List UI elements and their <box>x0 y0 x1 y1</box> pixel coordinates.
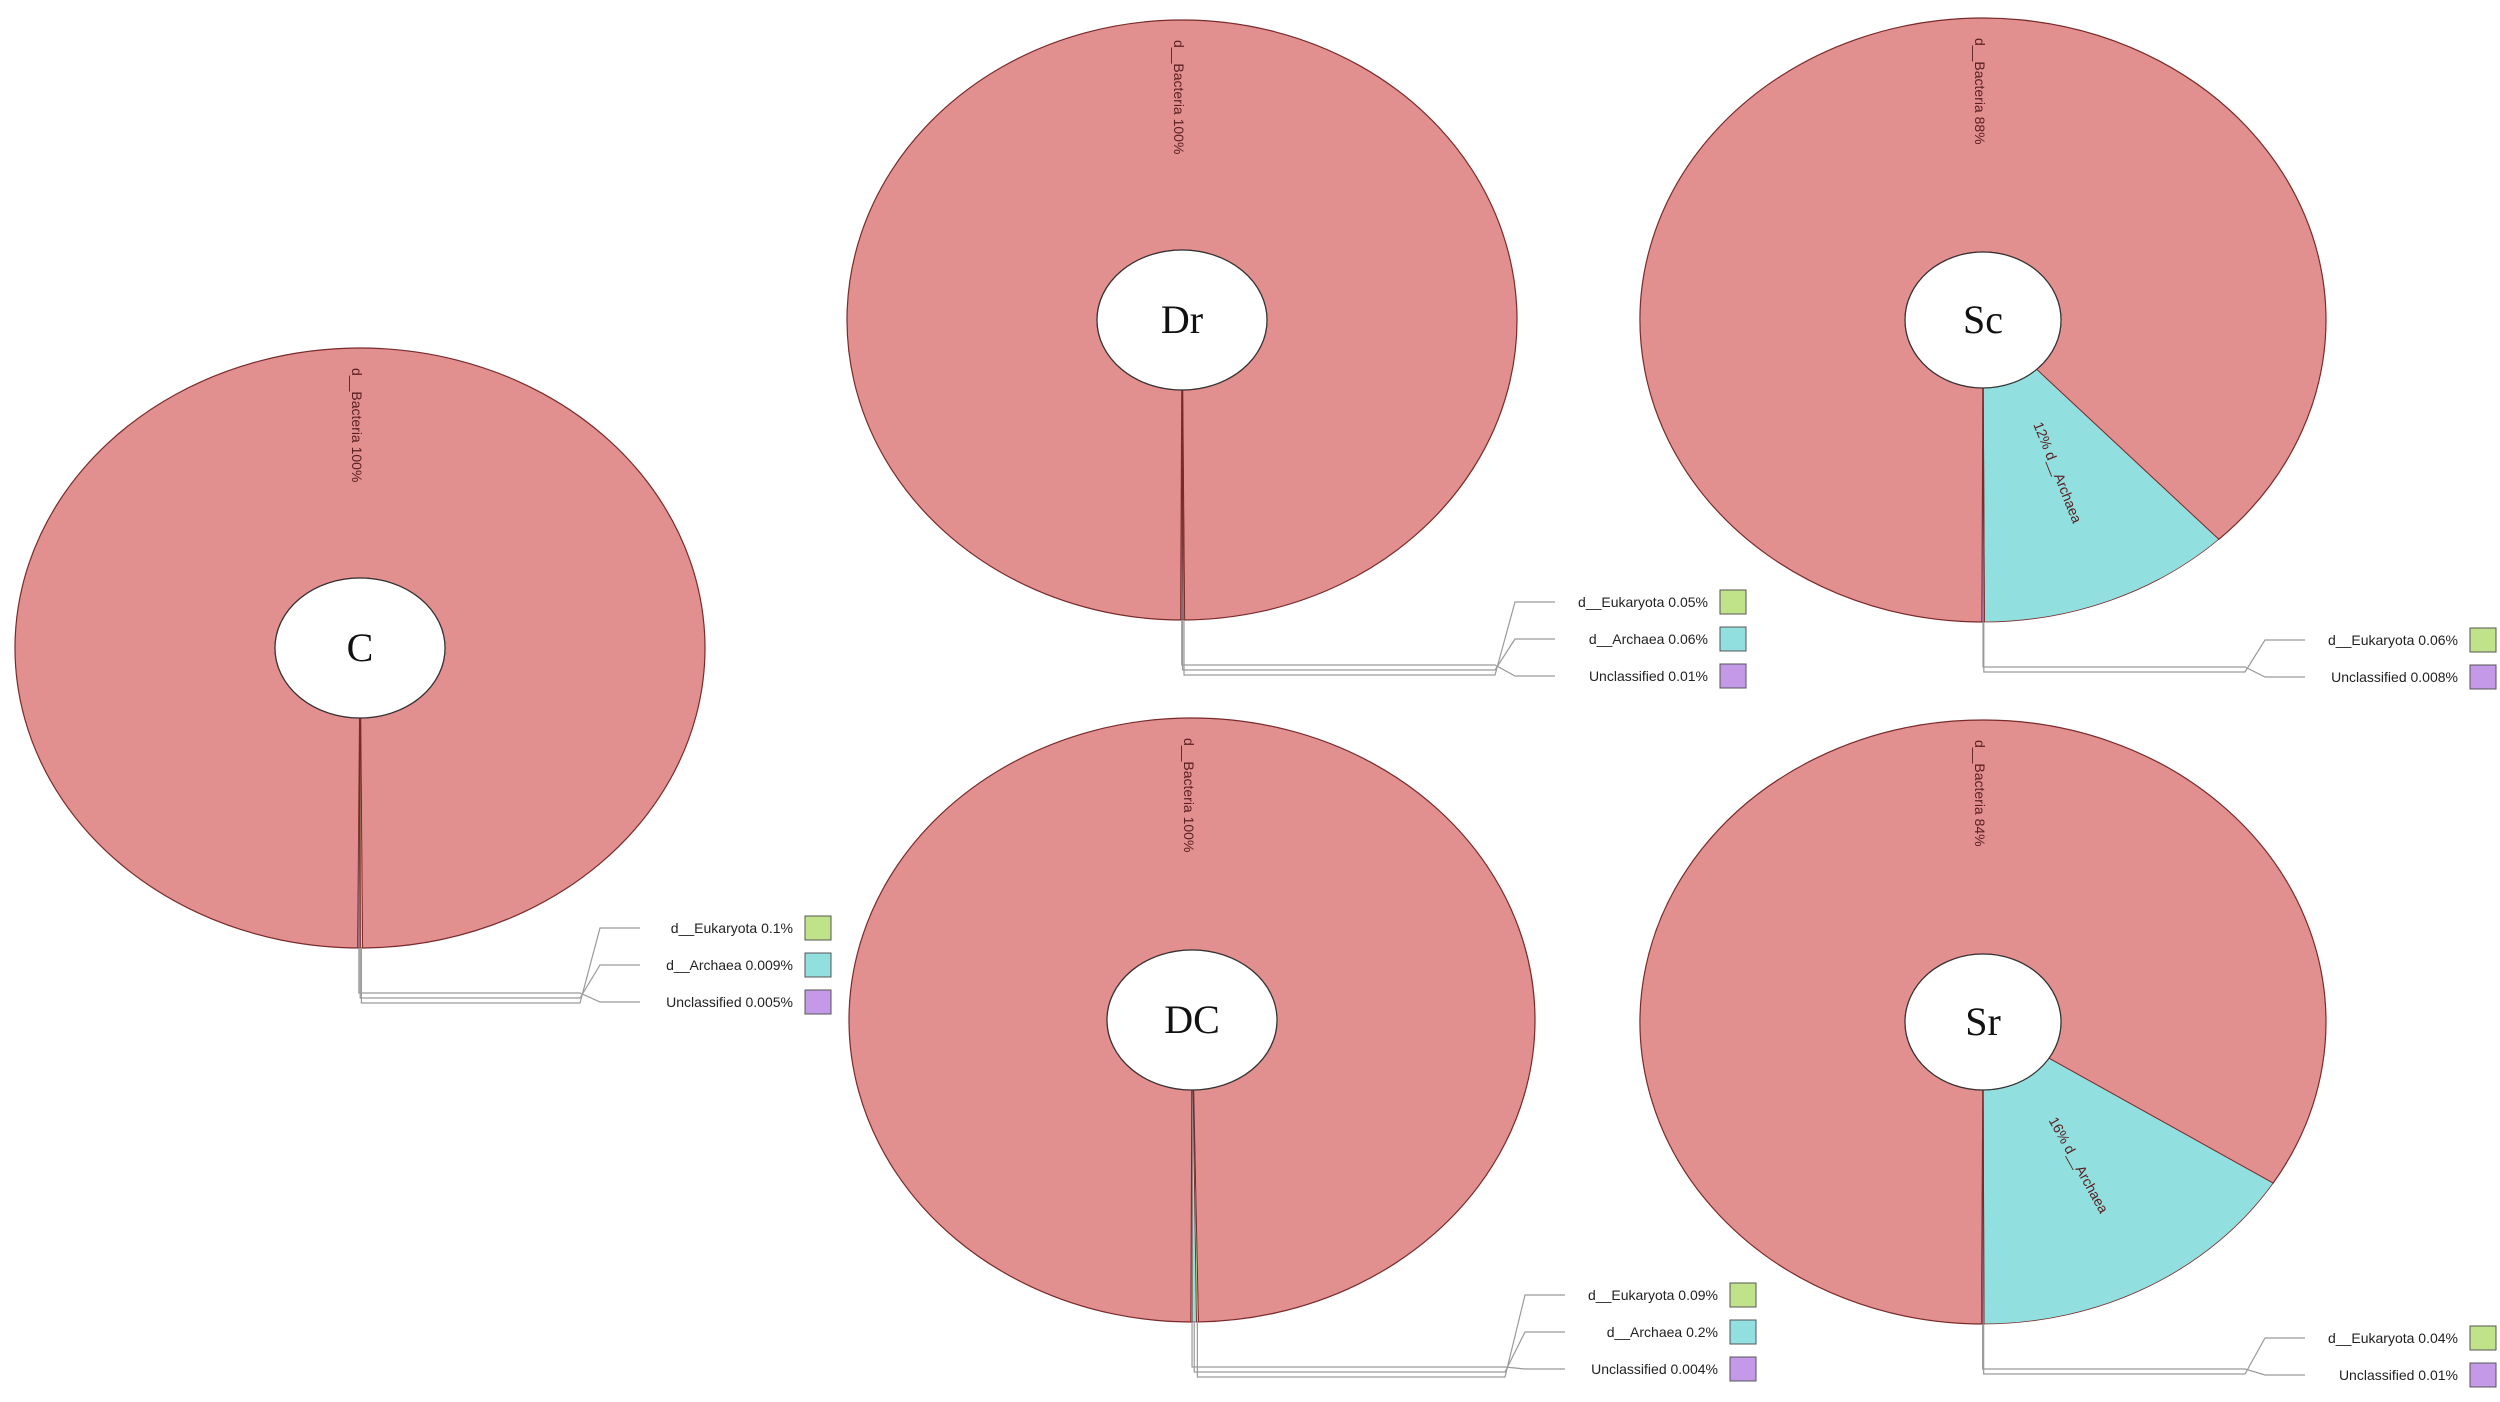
center-label: Sr <box>1965 999 2001 1044</box>
leader-line-d-archaea <box>359 948 640 999</box>
center-hole <box>1904 251 2062 389</box>
legend-text-d-eukaryota: d__Eukaryota 0.09% <box>1588 1287 1718 1303</box>
legend-swatch-d-archaea <box>804 952 832 978</box>
center-hole <box>1106 949 1278 1091</box>
legend-swatch-d-eukaryota <box>1719 589 1747 615</box>
leader-line-d-eukaryota <box>1183 601 1555 676</box>
leader-line-d-eukaryota <box>1196 1294 1565 1378</box>
legend-swatch-unclassified <box>1729 1356 1757 1382</box>
leader-line-unclassified <box>1181 620 1555 677</box>
legend-text-d-eukaryota: d__Eukaryota 0.06% <box>2328 632 2458 648</box>
leader-line-unclassified <box>1982 622 2305 678</box>
legend-text-unclassified: Unclassified 0.004% <box>1591 1361 1718 1377</box>
legend-text-unclassified: Unclassified 0.01% <box>1589 668 1708 684</box>
leader-line-d-eukaryota <box>1983 1324 2305 1375</box>
slice-label-bacteria: d__Bacteria 88% <box>1972 38 1988 145</box>
legend-text-unclassified: Unclassified 0.005% <box>666 994 793 1010</box>
legend-text-d-eukaryota: d__Eukaryota 0.05% <box>1578 594 1708 610</box>
leader-line-unclassified <box>358 947 640 1003</box>
center-label: C <box>347 625 374 670</box>
leader-line-d-eukaryota <box>1983 621 2305 673</box>
legend-text-unclassified: Unclassified 0.008% <box>2331 669 2458 685</box>
legend-swatch-unclassified <box>804 989 832 1015</box>
legend-swatch-d-archaea <box>1729 1319 1757 1345</box>
legend-text-d-eukaryota: d__Eukaryota 0.1% <box>671 920 793 936</box>
pie-chart-sr: Srd__Bacteria 84%16% d__Archaead__Eukary… <box>1639 719 2497 1388</box>
slice-label-bacteria: d__Bacteria 100% <box>349 368 365 482</box>
leader-line-d-eukaryota <box>360 927 640 1004</box>
legend-text-d-archaea: d__Archaea 0.009% <box>666 957 793 973</box>
slice-label-bacteria: d__Bacteria 100% <box>1171 40 1187 154</box>
center-label: DC <box>1164 997 1220 1042</box>
leader-line-d-archaea <box>1181 620 1555 671</box>
legend-text-unclassified: Unclassified 0.01% <box>2339 1367 2458 1383</box>
legend-swatch-d-eukaryota <box>2469 1325 2497 1351</box>
center-label: Dr <box>1161 297 1203 342</box>
leader-line-d-archaea <box>1193 1321 1565 1373</box>
legend-text-d-archaea: d__Archaea 0.06% <box>1589 631 1708 647</box>
center-hole <box>274 577 446 719</box>
center-hole <box>1904 953 2062 1091</box>
slice-label-bacteria: d__Bacteria 100% <box>1181 738 1197 852</box>
legend-swatch-unclassified <box>1719 663 1747 689</box>
slice-label-bacteria: d__Bacteria 84% <box>1972 740 1988 847</box>
legend-text-d-archaea: d__Archaea 0.2% <box>1607 1324 1718 1340</box>
pie-chart-sc: Scd__Bacteria 88%12% d__Archaead__Eukary… <box>1639 17 2497 690</box>
leader-line-unclassified <box>1191 1322 1565 1370</box>
pie-chart-dc: DC d__Bacteria 100% d__Eukaryota 0.09% d__A… <box>848 717 1757 1382</box>
legend-text-d-eukaryota: d__Eukaryota 0.04% <box>2328 1330 2458 1346</box>
pie-chart-dr: Dr d__Bacteria 100% d__Eukaryota 0.05% d__A… <box>846 19 1747 689</box>
legend-swatch-d-archaea <box>1719 626 1747 652</box>
legend-swatch-d-eukaryota <box>1729 1282 1757 1308</box>
pie-chart-c: Cd__Bacteria 100% d__Eukaryota 0.1% d__Arc… <box>14 347 832 1015</box>
legend-swatch-unclassified <box>2469 664 2497 690</box>
center-hole <box>1096 249 1268 391</box>
legend-swatch-d-eukaryota <box>2469 627 2497 653</box>
legend-swatch-unclassified <box>2469 1362 2497 1388</box>
center-label: Sc <box>1963 297 2003 342</box>
legend-swatch-d-eukaryota <box>804 915 832 941</box>
leader-line-unclassified <box>1982 1324 2305 1376</box>
